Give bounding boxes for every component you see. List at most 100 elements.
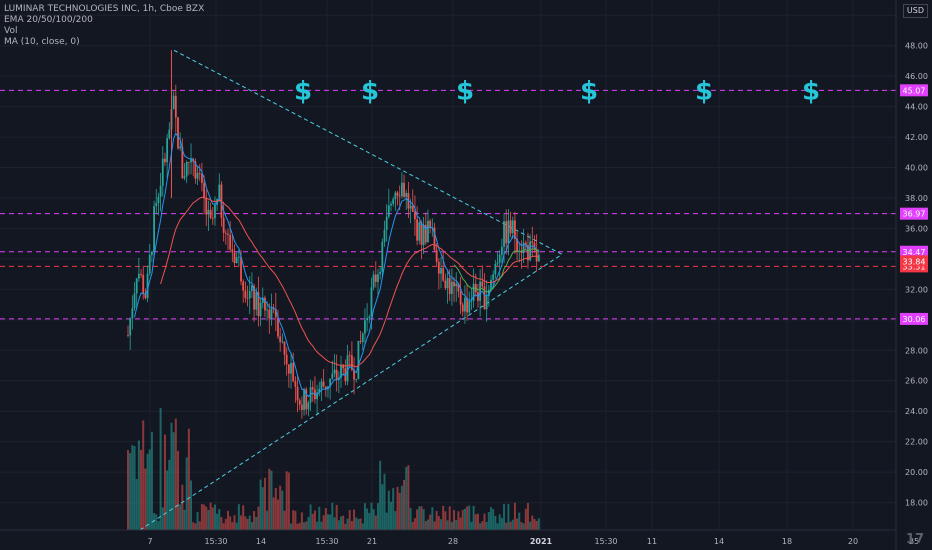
- volume-bar: [244, 516, 247, 530]
- volume-bar: [474, 514, 477, 530]
- volume-bar: [407, 465, 410, 530]
- time-tick-label: 15:30: [315, 537, 338, 546]
- volume-bar: [176, 450, 179, 530]
- candle-body: [196, 173, 199, 179]
- volume-bar: [229, 516, 232, 530]
- price-axis: 18.0020.0022.0024.0026.0028.0030.0032.00…: [895, 0, 932, 550]
- candle-body: [133, 293, 136, 309]
- time-tick-label: 15:30: [204, 537, 227, 546]
- dollar-annotation: $: [294, 76, 312, 106]
- candle-body: [390, 203, 392, 206]
- volume-bar: [290, 523, 293, 530]
- volume-bar: [159, 408, 162, 530]
- volume-bar: [363, 503, 366, 530]
- volume-bar: [448, 506, 451, 530]
- dollar-annotation: $: [580, 76, 598, 106]
- candle-body: [350, 355, 353, 370]
- volume-bar: [507, 503, 510, 530]
- tradingview-logo[interactable]: 17: [905, 532, 924, 547]
- candle-body: [277, 317, 279, 337]
- candle-body: [157, 196, 160, 203]
- volume-bar: [309, 504, 312, 530]
- candle-body: [233, 252, 236, 264]
- candle-body: [259, 302, 262, 317]
- trendlines: [139, 49, 563, 531]
- volume-bar: [520, 522, 523, 530]
- candle-body: [379, 271, 382, 275]
- volume-bar: [157, 521, 160, 530]
- volume-bar: [396, 486, 399, 530]
- candle-body: [185, 161, 188, 177]
- candle-body: [205, 198, 208, 215]
- candle-body: [311, 387, 314, 390]
- candle-body: [524, 242, 527, 246]
- volume-bar: [422, 509, 425, 530]
- candle-body: [403, 182, 405, 197]
- candle-body: [201, 173, 203, 184]
- candle-body: [420, 222, 423, 246]
- candle-body: [405, 193, 408, 197]
- volume-bar: [233, 515, 236, 530]
- candle-body: [287, 364, 290, 374]
- time-tick-label: 15:30: [594, 537, 617, 546]
- candle-body: [203, 183, 205, 199]
- volume-bar: [483, 513, 486, 530]
- candle-body: [179, 146, 182, 149]
- candle-body: [155, 202, 158, 207]
- volume-bar: [379, 460, 382, 530]
- volume-bar: [311, 513, 314, 530]
- volume-bar: [424, 521, 427, 530]
- volume-bar: [492, 509, 495, 530]
- time-axis: 7 15:30 14 15:30 21 28 2021 15:30 11 14 18 20 25: [0, 529, 919, 546]
- candle-body: [131, 308, 134, 319]
- price-tick-label: 38.00: [905, 194, 928, 203]
- candle-body: [209, 209, 212, 218]
- candle-body: [207, 209, 210, 215]
- candle-body: [172, 95, 175, 110]
- volume-bar: [498, 514, 501, 530]
- volume-bar: [235, 522, 238, 530]
- candle-body: [374, 274, 377, 282]
- currency-button[interactable]: USD: [902, 4, 928, 18]
- volume-bar: [200, 504, 203, 530]
- volume-bar: [537, 518, 540, 530]
- volume-bar: [276, 499, 279, 530]
- candle-body: [533, 242, 536, 250]
- volume-bar: [376, 503, 379, 530]
- volume-bar: [133, 446, 136, 530]
- volume-bar: [246, 518, 249, 530]
- volume-bar: [270, 470, 273, 530]
- volume-bar: [346, 518, 349, 530]
- volume-bar: [305, 521, 308, 530]
- candle-body: [427, 220, 429, 243]
- candle-body: [507, 220, 510, 244]
- volume-bar: [411, 521, 414, 530]
- volume-bar: [522, 523, 525, 530]
- candle-body: [435, 249, 438, 262]
- price-tick-label: 44.00: [905, 103, 928, 112]
- candle-body: [166, 138, 169, 163]
- price-tick-label: 18.00: [905, 499, 928, 508]
- candle-body: [251, 285, 253, 291]
- candle-body: [274, 309, 277, 318]
- candle-body: [485, 296, 488, 310]
- candle-body: [340, 365, 342, 378]
- time-tick-label: 11: [647, 537, 657, 546]
- candle-body: [370, 287, 373, 317]
- candle-body: [174, 95, 177, 118]
- level-label: 36.97: [903, 210, 926, 219]
- candle-body: [135, 278, 138, 294]
- volume-bar: [153, 513, 156, 530]
- candle-body: [414, 211, 416, 220]
- candle-body: [455, 283, 458, 287]
- volume-bar: [468, 505, 471, 530]
- volume-bar: [198, 521, 201, 530]
- candle-body: [437, 261, 440, 274]
- candle-body: [329, 378, 332, 387]
- volume-bar: [457, 511, 460, 530]
- volume-bar: [461, 509, 464, 530]
- candle-body: [531, 241, 534, 243]
- candle-body: [279, 336, 282, 343]
- candle-body: [264, 297, 266, 311]
